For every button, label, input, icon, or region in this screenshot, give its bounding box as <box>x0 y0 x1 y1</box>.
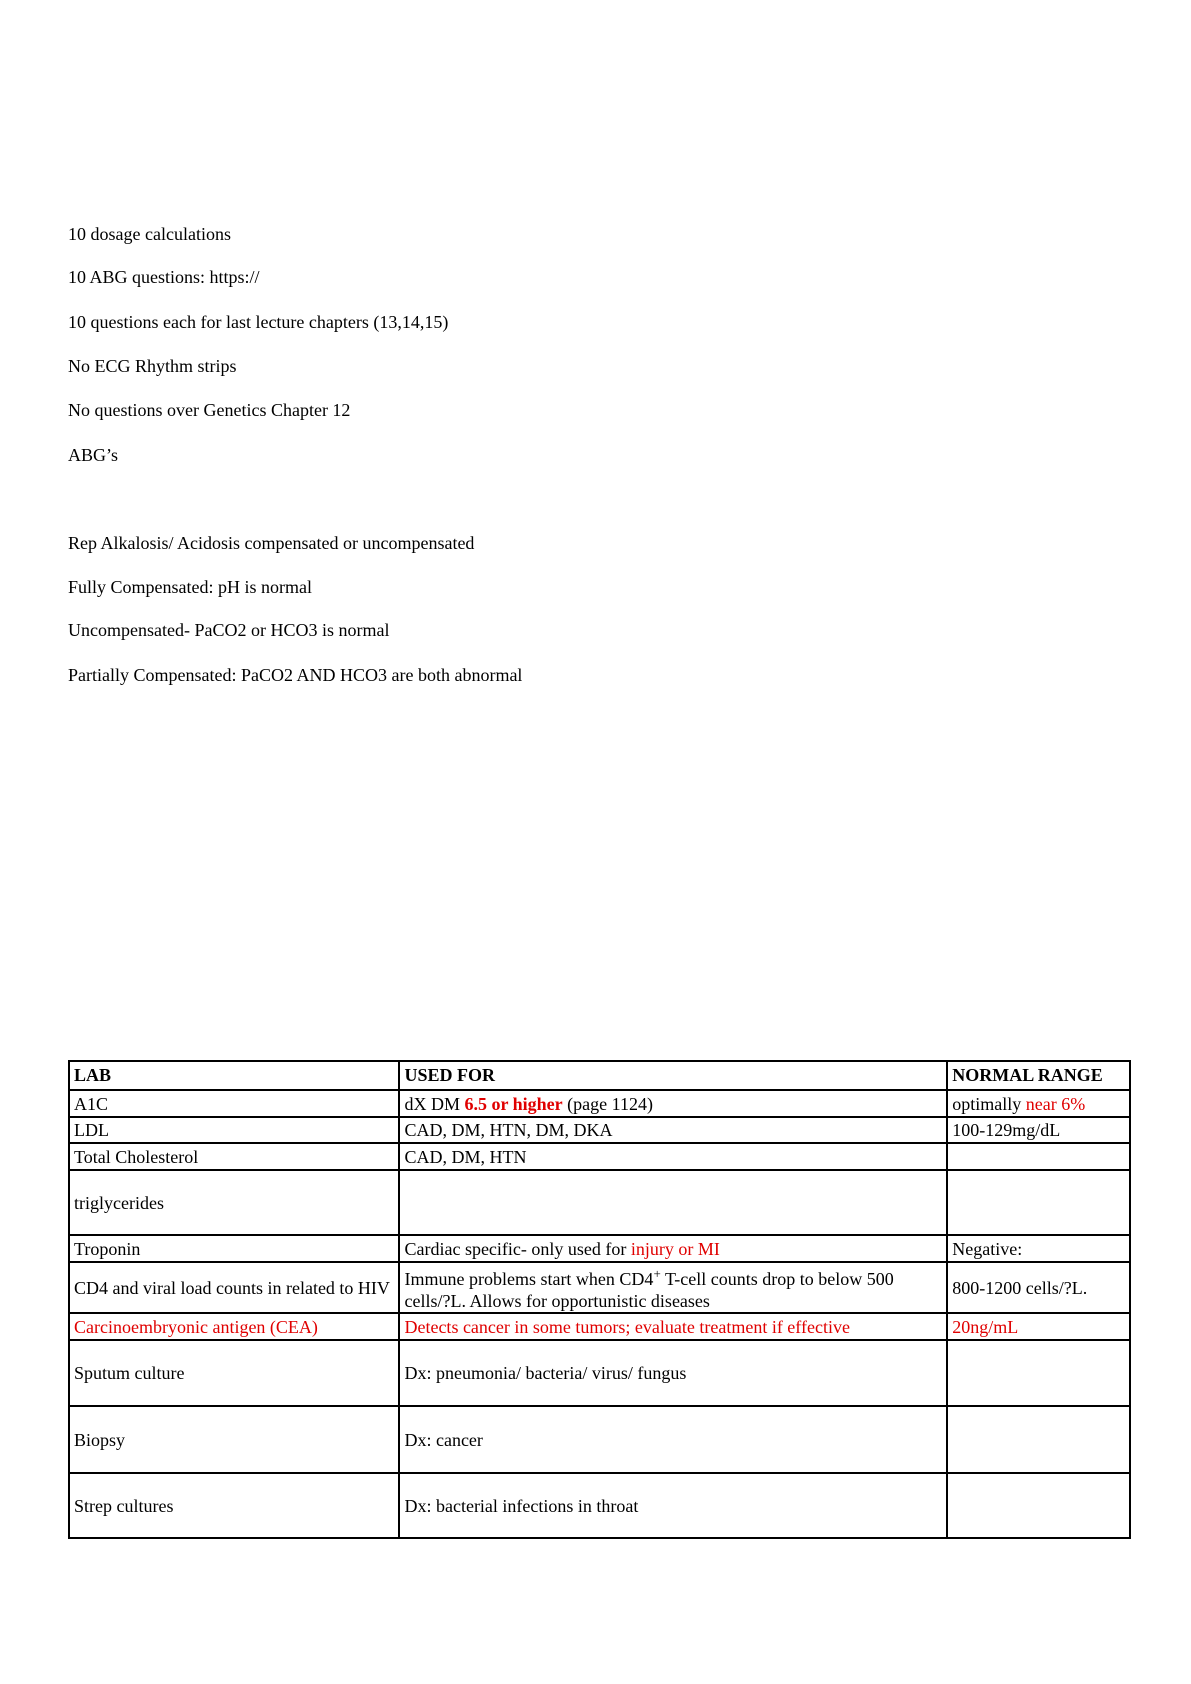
table-row: Strep cultures Dx: bacterial infections i… <box>67 1472 1131 1539</box>
cell-text: Immune problems start when CD4 <box>404 1269 654 1289</box>
cell-text: CD4 and viral load counts in related to … <box>74 1277 390 1298</box>
table-row: CD4 and viral load counts in related to … <box>67 1261 1131 1314</box>
cell-text: Dx: pneumonia/ bacteria/ virus/ fungus <box>404 1363 687 1383</box>
note-line: 10 questions each for last lecture chapt… <box>68 312 449 332</box>
table-row: Troponin Cardiac specific- only used for … <box>67 1234 1131 1263</box>
table-cell <box>946 1169 1131 1236</box>
table-row: Biopsy Dx: cancer <box>67 1405 1131 1474</box>
cell-text: injury or MI <box>630 1238 720 1259</box>
table-cell: 100-129mg/dL <box>946 1116 1131 1144</box>
table-cell <box>398 1169 949 1236</box>
note-line: No questions over Genetics Chapter 12 <box>68 400 351 420</box>
cell-text: triglycerides <box>74 1192 164 1213</box>
cell-text: Biopsy <box>74 1429 126 1450</box>
table-cell: Strep cultures <box>67 1472 401 1539</box>
table-cell <box>946 1472 1131 1539</box>
cell-text: 6.5 or higher <box>464 1093 563 1114</box>
table-cell: Dx: bacterial infections in throat <box>398 1472 949 1539</box>
header-cell: USED FOR <box>398 1060 949 1091</box>
note-line: Uncompensated- PaCO2 or HCO3 is normal <box>68 620 390 640</box>
cell-text: Detects cancer in some tumors; evaluate … <box>404 1316 850 1337</box>
cell-text: CAD, DM, HTN <box>404 1146 527 1167</box>
cell-text: near 6% <box>1025 1093 1086 1114</box>
lab-table: LAB USED FOR NORMAL RANGE A1C dX DM 6.5 o… <box>67 1060 1131 1539</box>
table-cell: Cardiac specific- only used for injury o… <box>398 1234 949 1263</box>
header-cell: NORMAL RANGE <box>946 1060 1131 1091</box>
table-cell: Total Cholesterol <box>67 1142 401 1171</box>
cell-text: Strep cultures <box>74 1495 174 1516</box>
table-cell <box>946 1405 1131 1474</box>
cell-text: Dx: bacterial infections in throat <box>404 1495 639 1516</box>
table-cell: CAD, DM, HTN, DM, DKA <box>398 1116 949 1144</box>
cell-text: Dx: cancer <box>404 1429 483 1450</box>
cell-text: Troponin <box>74 1238 141 1259</box>
table-row: Total Cholesterol CAD, DM, HTN <box>67 1142 1131 1171</box>
cell-text: (page 1124) <box>562 1093 653 1114</box>
header-row: LAB USED FOR NORMAL RANGE <box>67 1060 1131 1091</box>
table-cell: Dx: pneumonia/ bacteria/ virus/ fungus <box>398 1339 949 1407</box>
cell-text: + <box>653 1266 661 1281</box>
table-cell: Carcinoembryonic antigen (CEA) <box>67 1312 401 1341</box>
note-line: Rep Alkalosis/ Acidosis compensated or u… <box>68 533 475 553</box>
table-cell: A1C <box>67 1089 401 1118</box>
cell-text: dX DM <box>404 1093 465 1114</box>
cell-text: Negative: <box>952 1238 1023 1259</box>
table-cell: Dx: cancer <box>398 1405 949 1474</box>
table-cell: Troponin <box>67 1234 401 1263</box>
cell-text: Sputum culture <box>74 1363 185 1383</box>
table-cell: triglycerides <box>67 1169 401 1236</box>
table-row: Carcinoembryonic antigen (CEA) Detects ca… <box>67 1312 1131 1341</box>
note-line: Partially Compensated: PaCO2 AND HCO3 ar… <box>68 665 523 685</box>
header-cell: LAB <box>67 1060 401 1091</box>
table-row: A1C dX DM 6.5 or higher (page 1124) optima… <box>67 1089 1131 1118</box>
table-row: triglycerides <box>67 1169 1131 1236</box>
note-line: 10 ABG questions: https:// <box>68 267 260 287</box>
cell-text: Carcinoembryonic antigen (CEA) <box>74 1316 318 1337</box>
table-cell: optimally near 6% <box>946 1089 1131 1118</box>
table-cell: 20ng/mL <box>946 1312 1131 1341</box>
table-cell: CAD, DM, HTN <box>398 1142 949 1171</box>
cell-text: 20ng/mL <box>952 1316 1019 1337</box>
table-row: Sputum culture Dx: pneumonia/ bacteria/ v… <box>67 1339 1131 1407</box>
table-cell: Biopsy <box>67 1405 401 1474</box>
table-cell <box>946 1339 1131 1407</box>
cell-text: optimally <box>952 1093 1026 1114</box>
cell-text: 800-1200 cells/?L. <box>952 1277 1088 1298</box>
table-cell: Immune problems start when CD4+ T-cell c… <box>398 1261 949 1314</box>
cell-text: 100-129mg/dL <box>952 1120 1061 1140</box>
table-cell: CD4 and viral load counts in related to … <box>67 1261 401 1314</box>
table-cell: LDL <box>67 1116 401 1144</box>
note-line: No ECG Rhythm strips <box>68 356 237 376</box>
note-line: ABG’s <box>68 445 119 465</box>
cell-text: Cardiac specific- only used for <box>404 1238 631 1259</box>
table-cell: Sputum culture <box>67 1339 401 1407</box>
cell-text: T-cell counts drop to below 500 cells/?L… <box>404 1269 894 1311</box>
cell-text: Total Cholesterol <box>74 1146 199 1167</box>
table-cell: 800-1200 cells/?L. <box>946 1261 1131 1314</box>
cell-text: A1C <box>74 1093 109 1114</box>
note-line: 10 dosage calculations <box>68 224 231 244</box>
cell-text: LDL <box>74 1120 109 1140</box>
cell-text: CAD, DM, HTN, DM, DKA <box>404 1120 613 1140</box>
note-line: Fully Compensated: pH is normal <box>68 577 312 597</box>
table-cell: dX DM 6.5 or higher (page 1124) <box>398 1089 949 1118</box>
table-cell <box>946 1142 1131 1171</box>
table-row: LDL CAD, DM, HTN, DM, DKA 100-129mg/dL <box>67 1116 1131 1144</box>
table-cell: Negative: <box>946 1234 1131 1263</box>
table-cell: Detects cancer in some tumors; evaluate … <box>398 1312 949 1341</box>
